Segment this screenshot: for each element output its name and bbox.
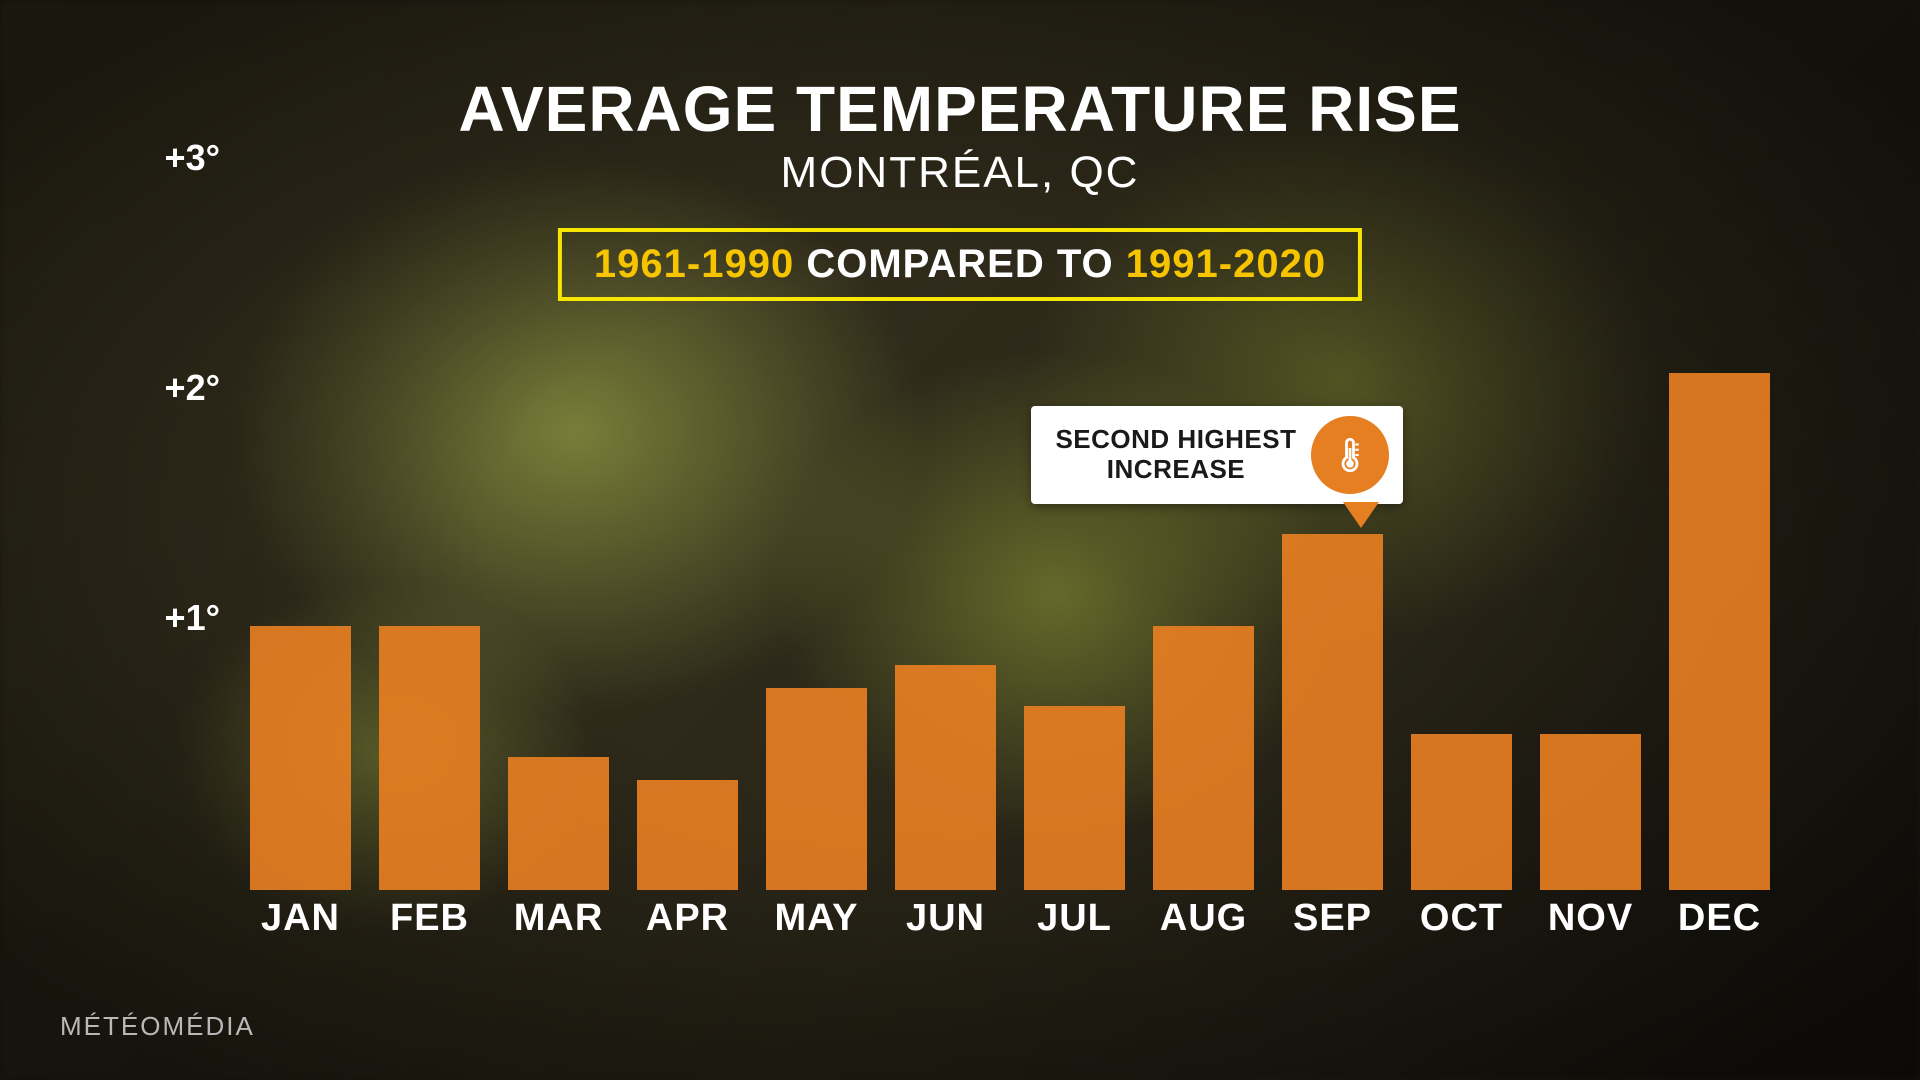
bar-wrap — [508, 757, 609, 890]
bar-wrap — [1282, 534, 1383, 891]
bar-wrap — [895, 665, 996, 890]
bar-jan — [250, 626, 351, 891]
bar-chart: +1°+2°+3° JAN FEB MAR APR MAY JUN JUL AUG SEP OCT… — [160, 200, 1800, 940]
bar-wrap — [766, 688, 867, 890]
x-label: NOV — [1540, 897, 1641, 940]
callout-annotation: SECOND HIGHEST INCREASE — [1031, 406, 1402, 504]
callout-pointer-icon — [1343, 502, 1379, 528]
plot-area: +1°+2°+3° — [230, 200, 1790, 890]
bar-may — [766, 688, 867, 890]
y-tick: +3° — [160, 137, 220, 179]
bar-wrap — [637, 780, 738, 890]
content-layer: AVERAGE TEMPERATURE RISE MONTRÉAL, QC 19… — [0, 0, 1920, 1080]
x-label: OCT — [1411, 897, 1512, 940]
chart-title: AVERAGE TEMPERATURE RISE — [458, 72, 1461, 146]
bar-wrap — [1024, 706, 1125, 890]
y-tick: +1° — [160, 597, 220, 639]
x-label: MAR — [508, 897, 609, 940]
bar-oct — [1411, 734, 1512, 890]
bar-sep — [1282, 534, 1383, 891]
bar-wrap — [1540, 734, 1641, 890]
x-label: MAY — [766, 897, 867, 940]
y-tick: +2° — [160, 367, 220, 409]
x-axis-labels: JAN FEB MAR APR MAY JUN JUL AUG SEP OCT NOV DEC — [230, 897, 1790, 940]
callout-line2: INCREASE — [1055, 455, 1296, 485]
bar-jun — [895, 665, 996, 890]
bar-aug — [1153, 626, 1254, 891]
source-attribution: MÉTÉOMÉDIA — [60, 1011, 255, 1042]
x-label: DEC — [1669, 897, 1770, 940]
x-label: JAN — [250, 897, 351, 940]
x-label: SEP — [1282, 897, 1383, 940]
bar-wrap — [1153, 626, 1254, 891]
x-label: JUL — [1024, 897, 1125, 940]
x-label: JUN — [895, 897, 996, 940]
bar-apr — [637, 780, 738, 890]
bar-dec — [1669, 373, 1770, 891]
callout-text: SECOND HIGHEST INCREASE — [1055, 425, 1296, 485]
bar-jul — [1024, 706, 1125, 890]
bar-feb — [379, 626, 480, 891]
bar-wrap — [1411, 734, 1512, 890]
thermometer-icon — [1311, 416, 1389, 494]
bar-wrap — [1669, 373, 1770, 891]
bar-mar — [508, 757, 609, 890]
chart-subtitle: MONTRÉAL, QC — [781, 148, 1140, 198]
bar-wrap — [379, 626, 480, 891]
bars-container — [230, 200, 1790, 890]
callout-line1: SECOND HIGHEST — [1055, 425, 1296, 455]
x-label: APR — [637, 897, 738, 940]
x-label: FEB — [379, 897, 480, 940]
bar-wrap — [250, 626, 351, 891]
x-label: AUG — [1153, 897, 1254, 940]
bar-nov — [1540, 734, 1641, 890]
